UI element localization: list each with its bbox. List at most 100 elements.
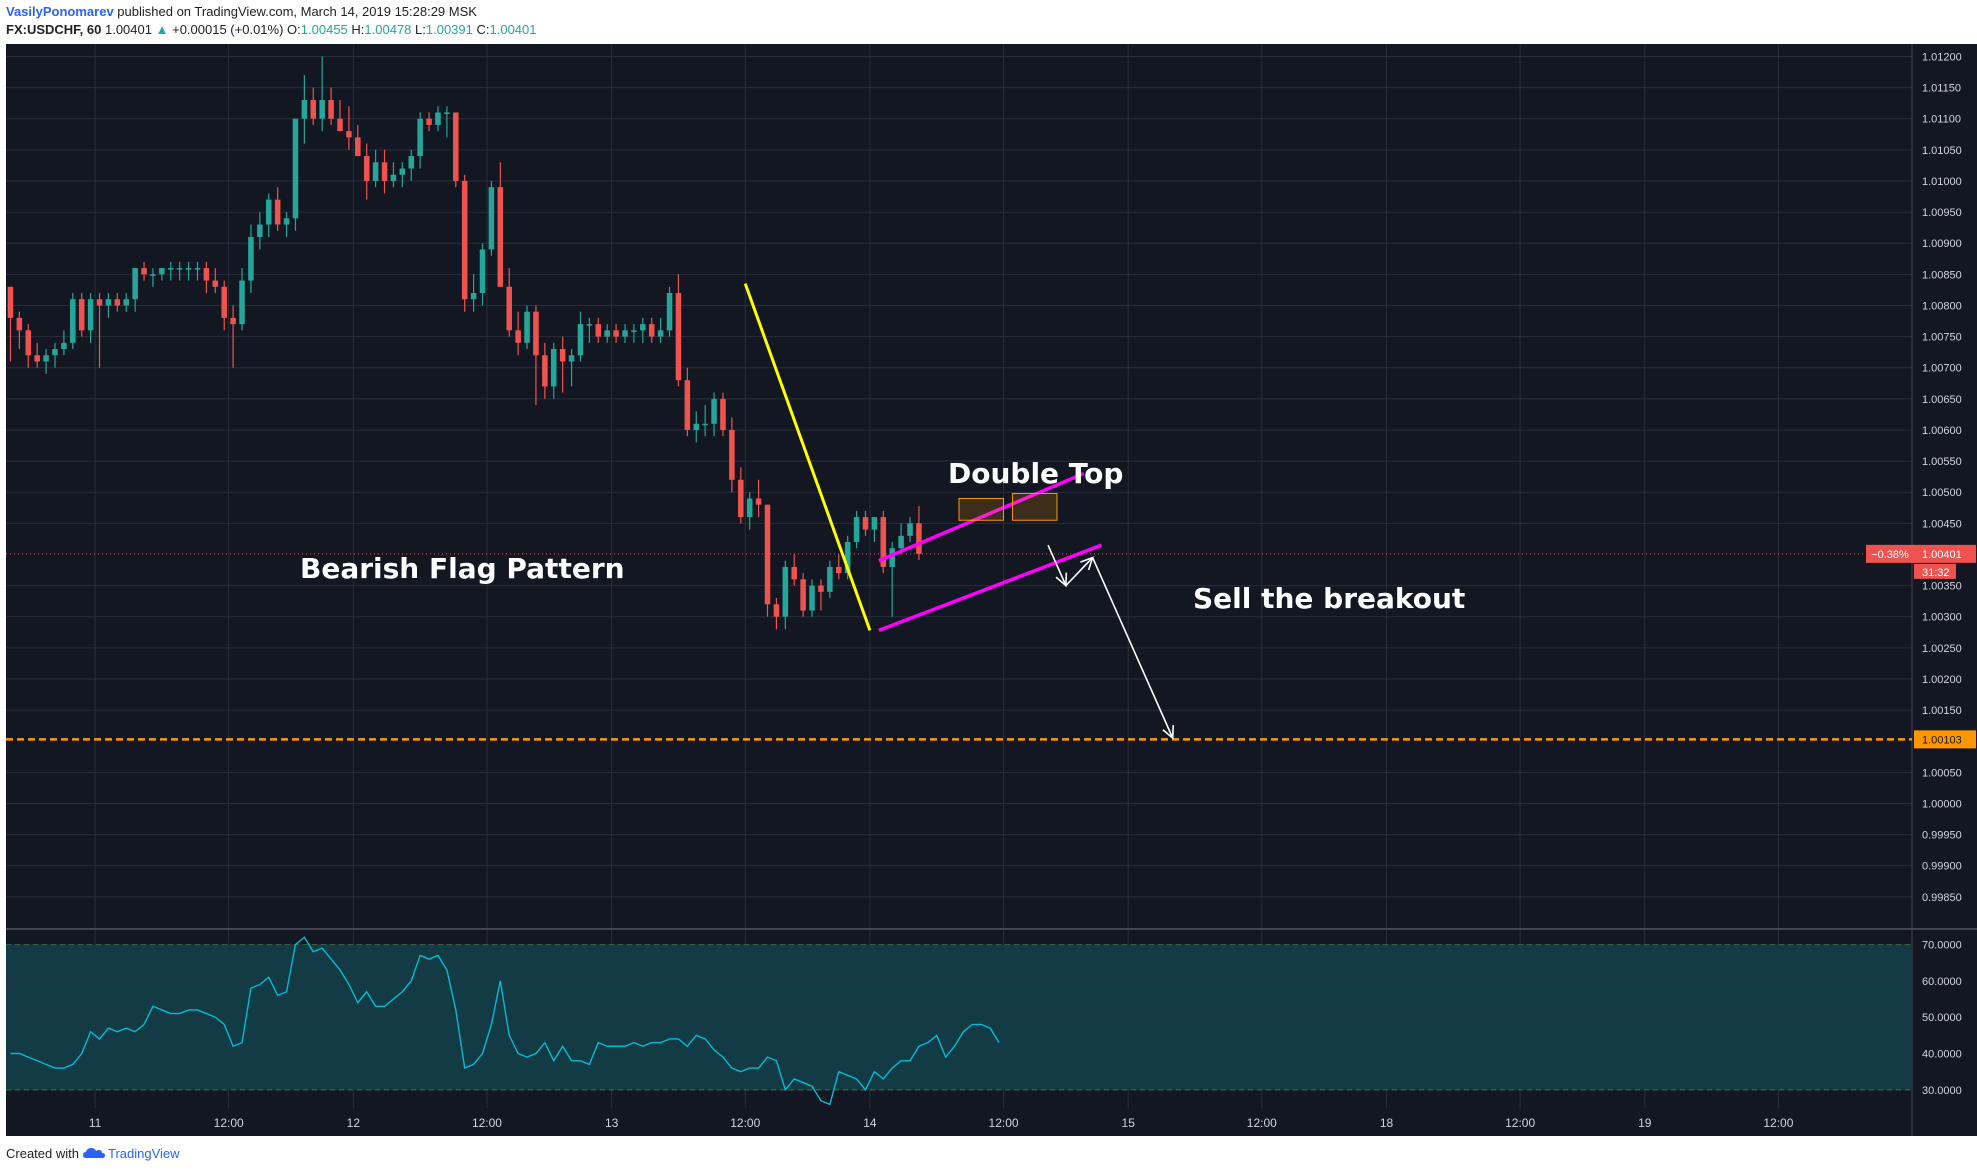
author-link[interactable]: VasilyPonomarev (6, 4, 114, 19)
candle (310, 87, 317, 125)
tradingview-link[interactable]: TradingView (108, 1146, 180, 1161)
candle (746, 492, 753, 530)
candle-body (640, 324, 646, 331)
candle (141, 261, 147, 281)
candle (729, 417, 735, 493)
candle (550, 342, 557, 399)
candle-body (444, 112, 450, 114)
candle-body (497, 187, 504, 287)
candle (372, 149, 379, 188)
price-axis-label: 1.00950 (1922, 207, 1962, 219)
candle-body (7, 286, 14, 318)
candle (738, 467, 744, 524)
main-pane-background (6, 44, 1912, 928)
candle-body (78, 299, 85, 331)
candle-body (586, 324, 593, 326)
candle (444, 106, 450, 138)
candle-body (755, 498, 762, 505)
candle-body (542, 355, 548, 387)
candle (542, 342, 548, 399)
current-price-label: 1.00401 (1922, 549, 1962, 561)
candle (426, 112, 432, 132)
candle-body (265, 199, 272, 225)
candle-body (426, 118, 432, 125)
symbol-legend: FX:USDCHF, 60 1.00401 ▲ +0.00015 (+0.01%… (6, 22, 537, 37)
candle (355, 124, 361, 157)
candle-body (381, 162, 388, 181)
candle (274, 187, 281, 231)
candle (755, 479, 762, 518)
time-axis-label: 11 (89, 1116, 102, 1130)
countdown-label: 31:32 (1922, 567, 1950, 579)
time-axis-label: 12:00 (1247, 1116, 1277, 1130)
change-percent-label: −0.38% (1871, 549, 1909, 561)
candle (78, 293, 85, 337)
candle-body (533, 311, 539, 356)
price-change: +0.00015 (+0.01%) (172, 22, 284, 37)
candle (230, 305, 236, 368)
symbol-name[interactable]: FX:USDCHF, 60 (6, 22, 102, 37)
candle (657, 317, 664, 343)
candle (16, 311, 23, 350)
grid-lines (6, 44, 1912, 1108)
candle (568, 349, 575, 387)
rsi-axis-label: 40.0000 (1922, 1049, 1962, 1061)
candle (390, 162, 397, 188)
candle (248, 224, 254, 294)
candle-body (194, 268, 201, 270)
candle-body (506, 286, 512, 331)
footer: Created with TradingView (6, 1146, 180, 1161)
double-top-box (1011, 492, 1058, 521)
candle (43, 349, 49, 374)
candle-body (239, 280, 245, 325)
candle-body (479, 249, 486, 294)
candle (408, 149, 415, 181)
target-price-label: 1.00103 (1922, 734, 1962, 746)
candle (640, 317, 646, 343)
candle (613, 324, 619, 343)
candle-body (568, 355, 575, 362)
candle (862, 510, 869, 536)
candle (34, 342, 40, 368)
candle-body (52, 349, 58, 356)
target-price-badge (1914, 730, 1976, 749)
candle (773, 598, 780, 630)
candle-body (702, 423, 708, 426)
candle-body (764, 504, 771, 605)
candle-body (684, 380, 691, 430)
candle-body (916, 523, 922, 554)
price-axis-label: 1.00550 (1922, 456, 1962, 468)
candle-body (310, 100, 317, 119)
price-axis-label: 1.00750 (1922, 332, 1962, 344)
candle (604, 324, 610, 343)
candle (524, 305, 530, 350)
price-axis-background (1912, 44, 1977, 1136)
candle (684, 367, 691, 437)
price-axis-label: 1.00150 (1922, 705, 1962, 717)
price-axis-label: 1.00300 (1922, 612, 1962, 624)
candle-body (87, 299, 94, 331)
candle-body (221, 286, 227, 318)
candle-body (782, 566, 789, 617)
price-axis-label: 1.00450 (1922, 518, 1962, 530)
candle (720, 392, 726, 437)
price-axis-label: 0.99850 (1922, 892, 1962, 904)
candle-body (61, 342, 67, 350)
price-chart[interactable]: 11 12:00 12 12:00 13 12:00 14 12:00 15 12:00 18 12:… (0, 0, 1977, 1140)
candle-body (150, 274, 156, 276)
candle-body (114, 299, 121, 306)
candle (907, 517, 913, 543)
candle (87, 293, 94, 343)
candle-body (34, 355, 40, 362)
candle-body (248, 236, 254, 281)
candle (871, 517, 878, 543)
candle-body (435, 112, 441, 125)
candle-body (16, 317, 23, 331)
candle-body (230, 317, 236, 325)
candle (105, 293, 112, 318)
bearish-flag-label: Bearish Flag Pattern (300, 552, 625, 585)
candle (791, 554, 797, 586)
candles (7, 56, 922, 630)
candle (595, 317, 602, 343)
candle-body (550, 349, 557, 387)
